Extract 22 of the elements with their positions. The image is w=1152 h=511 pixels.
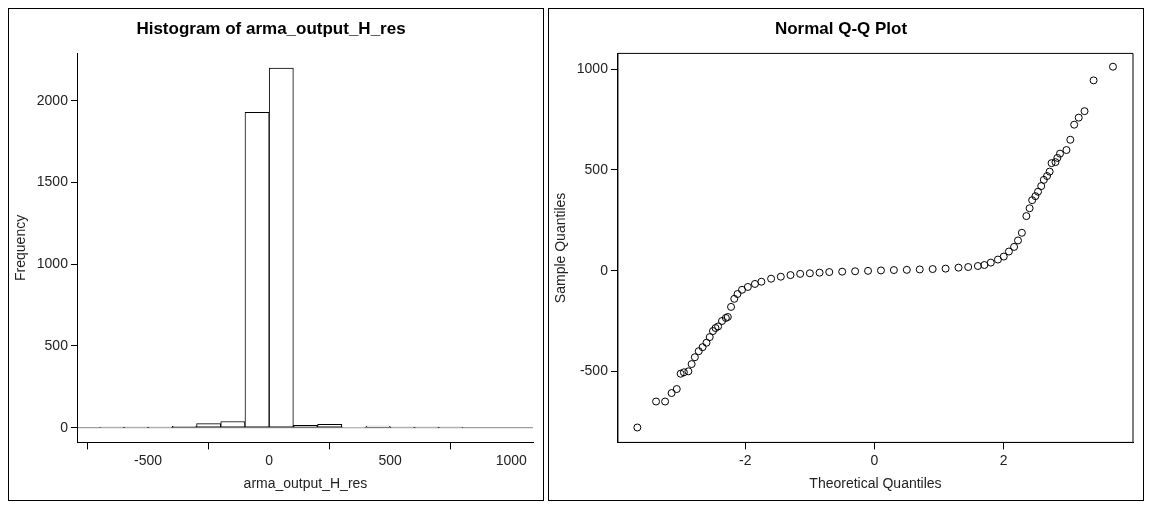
y-tick-label: 500 — [44, 336, 69, 353]
x-tick-label: 0 — [265, 451, 274, 468]
y-axis-title: Sample Quantiles — [552, 192, 569, 304]
x-tick-label: 500 — [378, 451, 403, 468]
x-axis-title: arma_output_H_res — [243, 475, 368, 492]
y-axis-title: Frequency — [12, 214, 29, 281]
y-tick-label: -500 — [579, 362, 609, 379]
x-tick-label: 1000 — [495, 451, 527, 468]
x-tick-label: 0 — [870, 451, 879, 468]
y-tick-label: 0 — [60, 418, 69, 435]
x-axis-title: Theoretical Quantiles — [809, 475, 942, 492]
y-tick-label: 0 — [600, 261, 609, 278]
chart-title: Normal Q-Q Plot — [774, 18, 908, 38]
chart-title: Histogram of arma_output_H_res — [136, 18, 406, 38]
y-tick-label: 2000 — [36, 91, 69, 108]
y-tick-label: 1000 — [36, 255, 69, 272]
x-tick-label: -500 — [134, 451, 163, 468]
y-tick-label: 500 — [584, 160, 609, 177]
x-tick-label: -2 — [739, 451, 752, 468]
y-tick-label: 1000 — [576, 60, 609, 77]
y-tick-label: 1500 — [36, 173, 69, 190]
x-tick-label: 2 — [999, 451, 1008, 468]
